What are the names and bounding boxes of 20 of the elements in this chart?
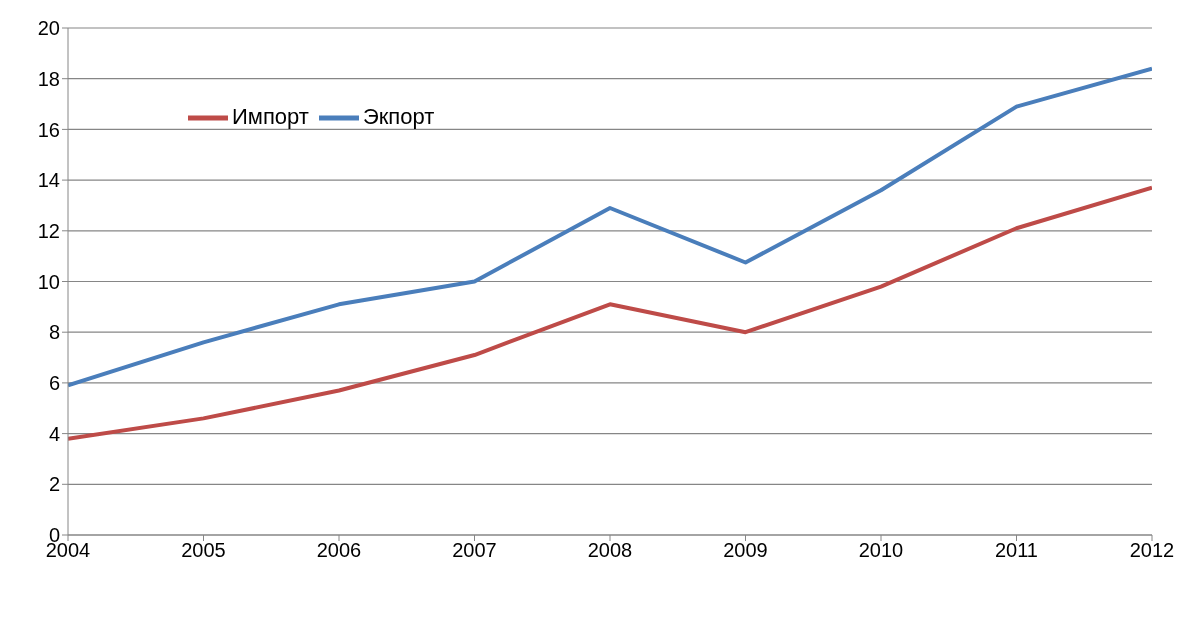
x-tick-label: 2005: [181, 539, 226, 562]
y-tick-label: 8: [48, 321, 60, 344]
x-tick-label: 2006: [316, 539, 362, 562]
y-tick-label: 4: [48, 422, 60, 445]
y-tick-label: 2: [48, 473, 60, 496]
y-tick-label: 20: [37, 17, 60, 40]
x-tick-label: 2010: [858, 539, 904, 562]
y-tick-label: 16: [37, 118, 60, 141]
legend-label: Импорт: [232, 103, 309, 129]
x-tick-label: 2011: [994, 539, 1039, 562]
x-tick-label: 2007: [452, 539, 497, 562]
y-tick-label: 18: [37, 67, 60, 90]
legend-label: Экпорт: [362, 103, 435, 129]
y-tick-label: 14: [37, 169, 60, 192]
x-tick-label: 2009: [723, 539, 768, 562]
x-tick-label: 2012: [1129, 539, 1175, 562]
y-tick-label: 6: [48, 372, 60, 394]
x-tick-label: 2008: [587, 539, 633, 562]
y-tick-label: 10: [37, 270, 60, 293]
y-tick-label: 12: [37, 219, 60, 242]
